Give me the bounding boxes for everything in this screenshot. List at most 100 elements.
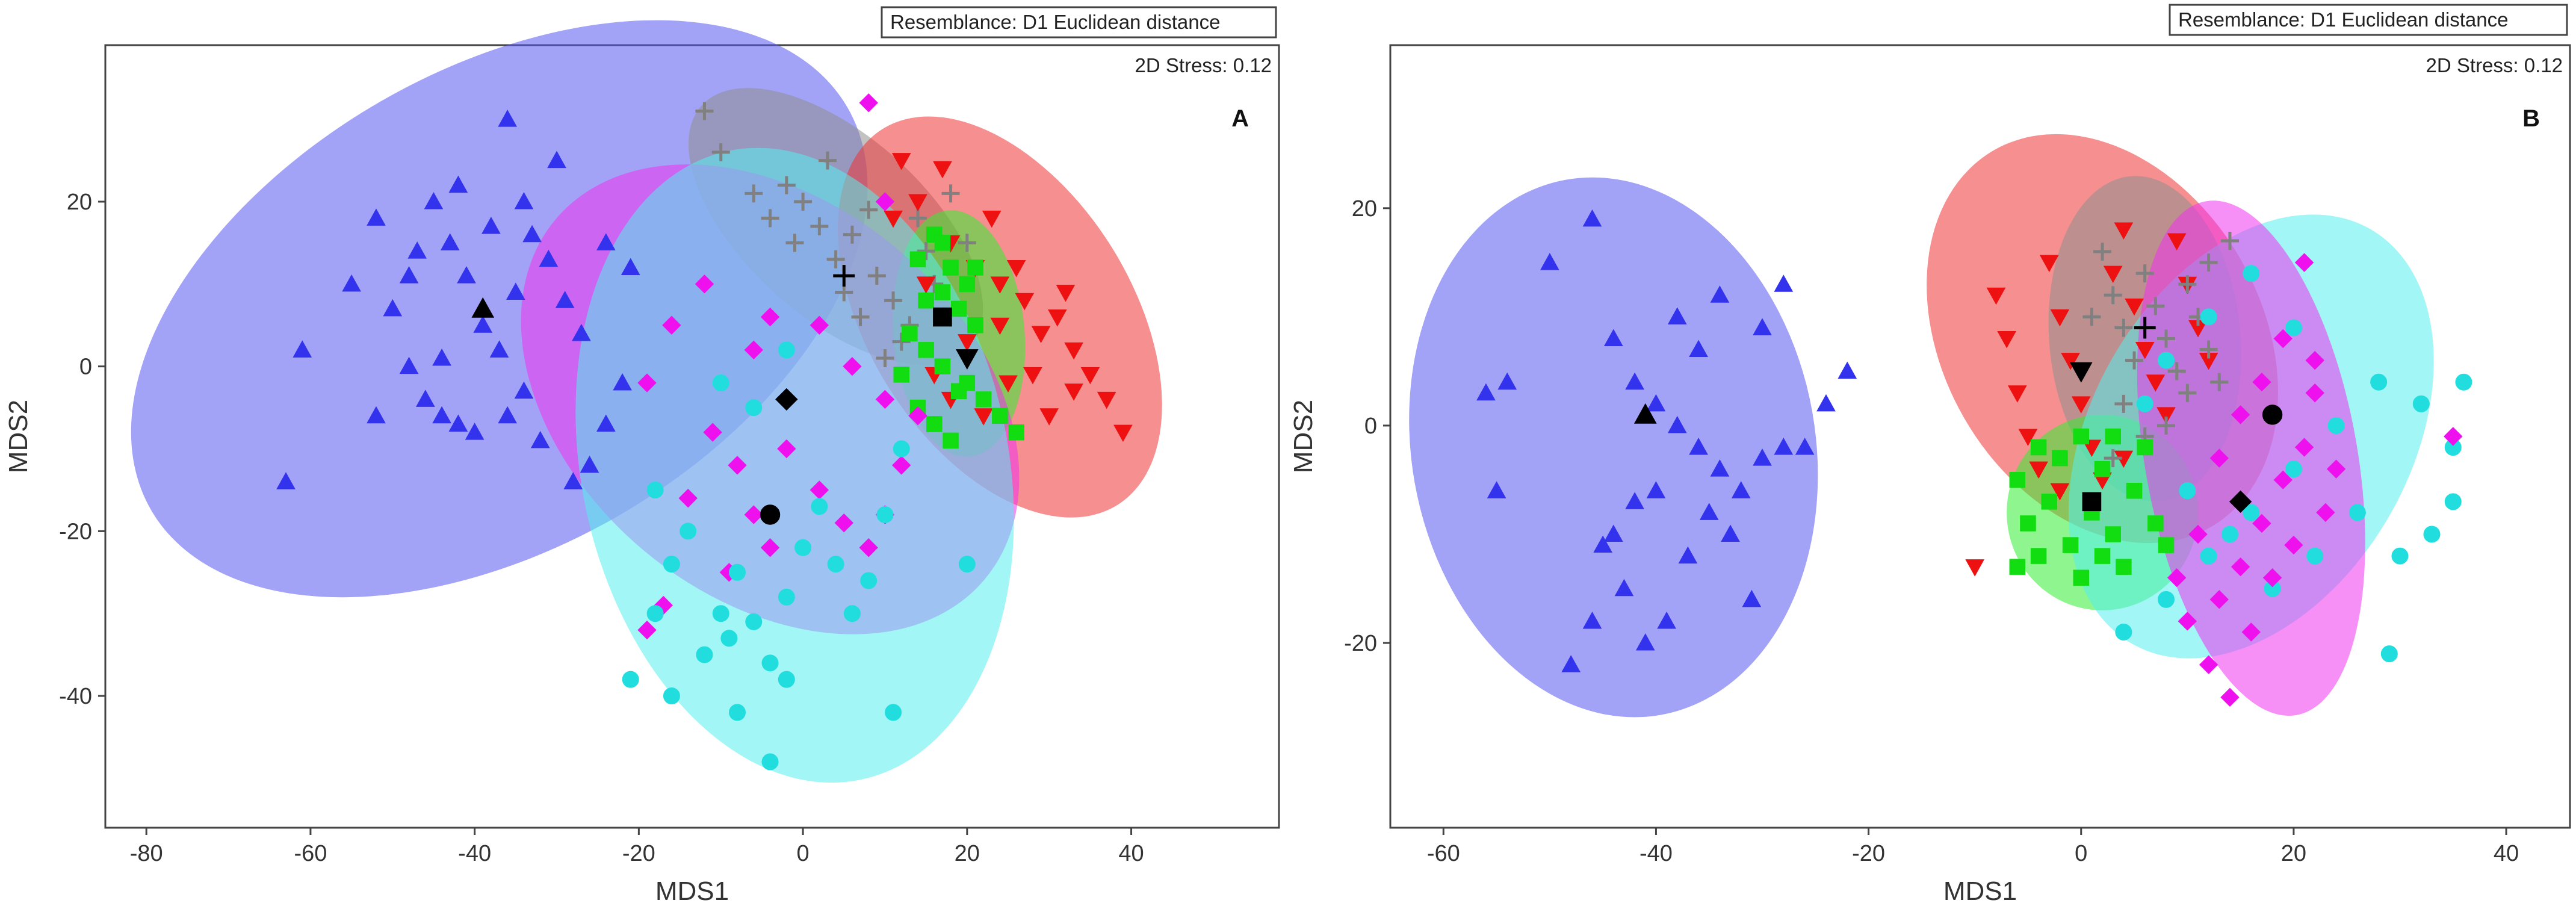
red-triangle-down-point [1023, 367, 1042, 385]
cyan-circle-point [2306, 547, 2324, 565]
blue-triangle-point [448, 175, 468, 193]
gray-plus-point [745, 184, 763, 203]
blue-triangle-point [1816, 394, 1836, 412]
magenta-diamond-point [760, 307, 780, 327]
cyan-circle-point [2380, 645, 2398, 663]
green-square-point [1008, 424, 1024, 441]
gray-plus-point [2178, 383, 2197, 402]
green-square-point [2052, 450, 2068, 467]
cyan-circle-point [680, 523, 697, 540]
cyan-circle-point [2423, 526, 2441, 543]
magenta-diamond-point [2262, 568, 2282, 588]
green-square-point [2062, 537, 2079, 553]
gray-plus-point [2104, 286, 2122, 305]
y-tick-label: 0 [1364, 414, 1377, 439]
blue-triangle-centroid [471, 297, 495, 318]
blue-triangle-point [530, 430, 550, 448]
gray-plus-point [2157, 416, 2176, 435]
red-triangle-down-point [2156, 407, 2176, 424]
red-triangle-down-point [2018, 429, 2038, 447]
red-triangle-down-point [1064, 342, 1083, 360]
gray-plus-point [2157, 329, 2176, 348]
cyan-circle-point [720, 630, 738, 647]
green-square-point [2158, 537, 2175, 553]
blue-triangle-point [1625, 492, 1644, 509]
magenta-diamond-point [859, 538, 878, 557]
green-square-point [2137, 439, 2153, 456]
cyan-circle-point [2200, 547, 2217, 565]
magenta-diamond-point [760, 538, 780, 557]
red-triangle-down-centroid [955, 349, 979, 370]
x-tick-label: -60 [1427, 841, 1460, 866]
green-square-point [2126, 483, 2143, 499]
x-tick-label: -20 [1852, 841, 1885, 866]
red-triangle-down-point [916, 276, 936, 294]
cyan-circle-point [843, 605, 861, 622]
magenta-diamond-point [2326, 459, 2346, 479]
cyan-circle-point [778, 588, 795, 606]
blue-triangle-point [1540, 253, 1559, 270]
red-triangle-down-point [2007, 385, 2027, 403]
cyan-circle-point [2243, 265, 2260, 282]
gray-plus-point [909, 209, 927, 228]
blue-triangle-point [506, 282, 525, 300]
blue-triangle-point [1678, 546, 1698, 564]
red-triangle-down-point [1039, 408, 1059, 426]
blue-triangle-point [1721, 524, 1740, 542]
green-square-point [2041, 494, 2058, 510]
x-tick-label: 0 [797, 841, 810, 866]
red-triangle-down-point [1965, 559, 1985, 577]
blue-triangle-point [1593, 535, 1613, 553]
green-square-point [934, 235, 951, 251]
panel-b: -60 -40 -20 0 20 40 -20 0 20 Resemblance: D1 Euc… [1289, 4, 2571, 906]
y-axis-title-b: MDS2 [1289, 400, 1318, 473]
blue-triangle-point [407, 241, 427, 259]
red-triangle-down-point [2103, 265, 2123, 284]
cyan-circle-point [2444, 493, 2462, 510]
magenta-diamond-point [843, 356, 862, 376]
magenta-diamond-point [2167, 568, 2187, 588]
green-square-point [2009, 559, 2026, 575]
magenta-diamond-centroid [2229, 490, 2252, 513]
x-tick-label: 20 [2281, 841, 2306, 866]
magenta-diamond-point [2220, 687, 2240, 707]
green-square-point [2105, 428, 2121, 445]
red-triangle-down-point [999, 375, 1018, 393]
blue-triangle-point [432, 348, 451, 366]
x-tick-label: -20 [622, 841, 655, 866]
magenta-diamond-point [875, 389, 895, 409]
resemblance-box-b [2169, 4, 2568, 36]
cyan-circle-point [827, 556, 844, 573]
gray-plus-centroid [833, 265, 855, 287]
green-square-point [926, 416, 943, 432]
green-square-point [2009, 471, 2026, 488]
panel-label-b: B [2522, 105, 2540, 132]
panel-a: -80 -60 -40 -20 0 20 40 -40 -20 0 20 Resemblance: … [4, 6, 1280, 906]
red-triangle-down-point [1047, 309, 1067, 327]
gray-plus-point [2167, 362, 2186, 380]
blue-triangle-point [440, 233, 460, 250]
x-tick-label: 40 [1118, 841, 1144, 866]
red-triangle-down-point [2167, 233, 2187, 251]
blue-triangle-point [432, 406, 451, 424]
magenta-diamond-point [678, 488, 698, 508]
green-square-point [950, 300, 967, 317]
gray-plus-point [819, 151, 837, 170]
gray-plus-point [2093, 243, 2112, 261]
gray-plus-point [859, 200, 878, 219]
cyan-circle-point [2200, 308, 2217, 326]
green-square-point [2020, 515, 2036, 532]
blue-triangle-point [1710, 459, 1730, 477]
red-triangle-down-point [1097, 391, 1116, 409]
magenta-diamond-point [2294, 438, 2314, 457]
blue-triangle-point [596, 233, 616, 250]
resemblance-box-a [881, 6, 1277, 39]
x-tick-label: 20 [955, 841, 980, 866]
green-square-point [943, 432, 959, 449]
magenta-diamond-point [2273, 470, 2293, 489]
x-tick-label: 40 [2494, 841, 2519, 866]
green-square-point [2116, 559, 2132, 575]
blue-triangle-point [367, 406, 386, 424]
blue-triangle-point [1635, 633, 1655, 651]
cyan-circle-point [2391, 547, 2409, 565]
